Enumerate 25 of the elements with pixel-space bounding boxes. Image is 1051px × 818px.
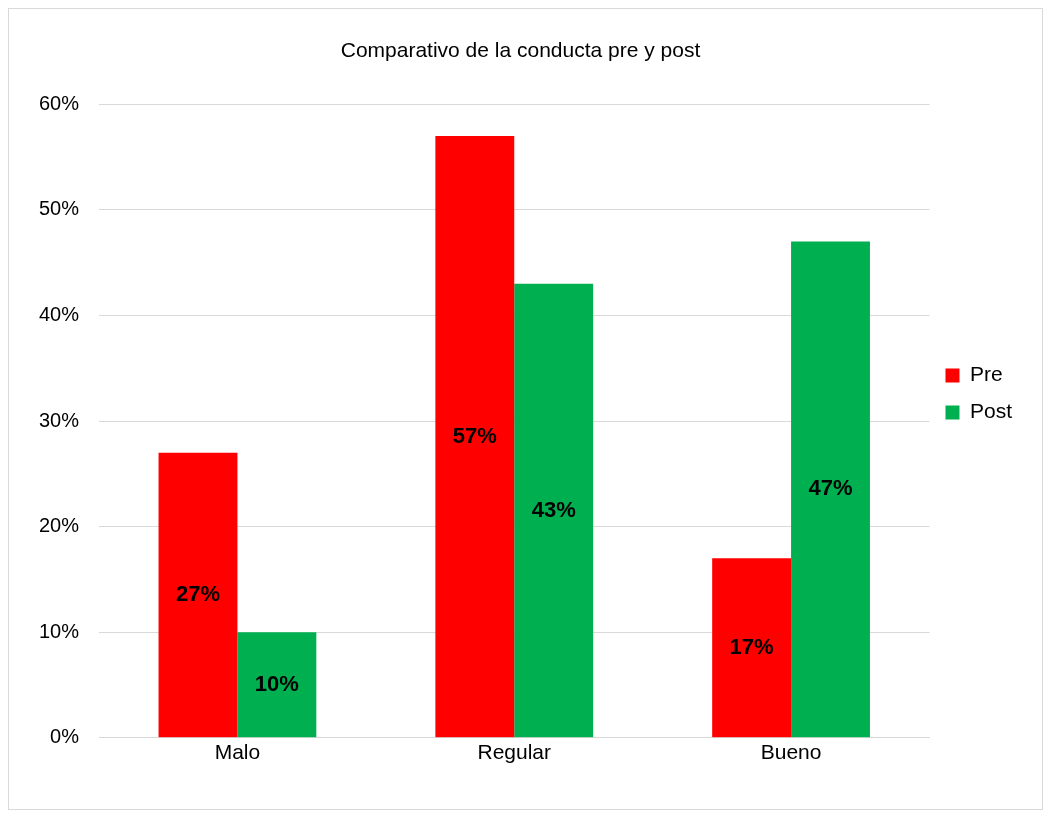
y-tick-label: 40% bbox=[39, 302, 80, 325]
data-label: 27% bbox=[175, 581, 221, 607]
data-label: 43% bbox=[531, 496, 576, 522]
bar bbox=[158, 452, 238, 738]
data-label: 57% bbox=[452, 422, 497, 448]
data-label: 47% bbox=[808, 475, 853, 501]
bar bbox=[514, 283, 594, 738]
x-tick-label: Malo bbox=[214, 740, 261, 764]
y-tick-label: 20% bbox=[39, 514, 80, 537]
data-label: 10% bbox=[254, 670, 299, 696]
y-tick-label: 60% bbox=[39, 91, 80, 114]
bar bbox=[712, 558, 792, 738]
y-tick-label: 10% bbox=[39, 619, 80, 642]
chart-title: Comparativo de la conducta pre y post bbox=[340, 38, 701, 62]
data-label: 17% bbox=[729, 633, 774, 659]
bar bbox=[791, 241, 870, 738]
x-tick-label: Regular bbox=[477, 740, 552, 764]
y-tick-label: 50% bbox=[39, 197, 80, 220]
y-tick-label: 0% bbox=[50, 725, 80, 748]
bar bbox=[237, 632, 317, 738]
x-tick-label: Bueno bbox=[760, 740, 822, 764]
legend-label: Pre bbox=[969, 362, 1003, 386]
legend-label: Post bbox=[969, 399, 1013, 423]
y-tick-label: 30% bbox=[39, 408, 80, 431]
bar bbox=[435, 135, 515, 738]
